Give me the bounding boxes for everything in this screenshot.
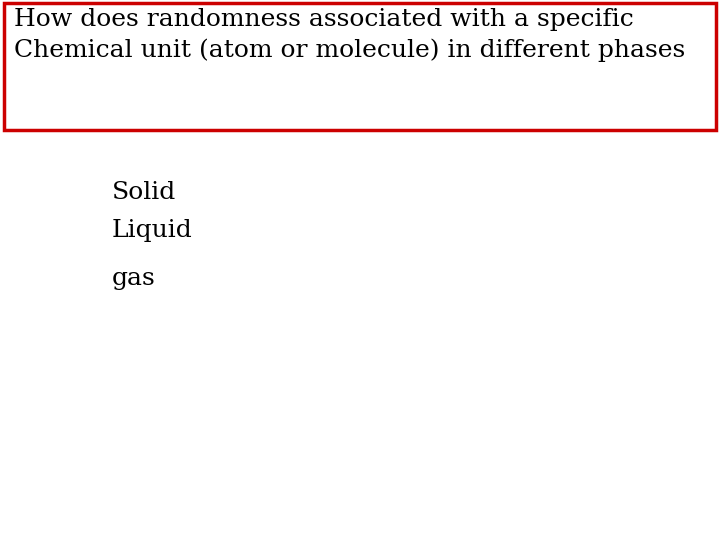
Text: How does randomness associated with a specific
Chemical unit (atom or molecule) : How does randomness associated with a sp…: [14, 8, 685, 62]
FancyBboxPatch shape: [4, 3, 716, 130]
Text: Liquid: Liquid: [112, 219, 192, 242]
Text: gas: gas: [112, 267, 156, 291]
Text: Solid: Solid: [112, 181, 176, 204]
